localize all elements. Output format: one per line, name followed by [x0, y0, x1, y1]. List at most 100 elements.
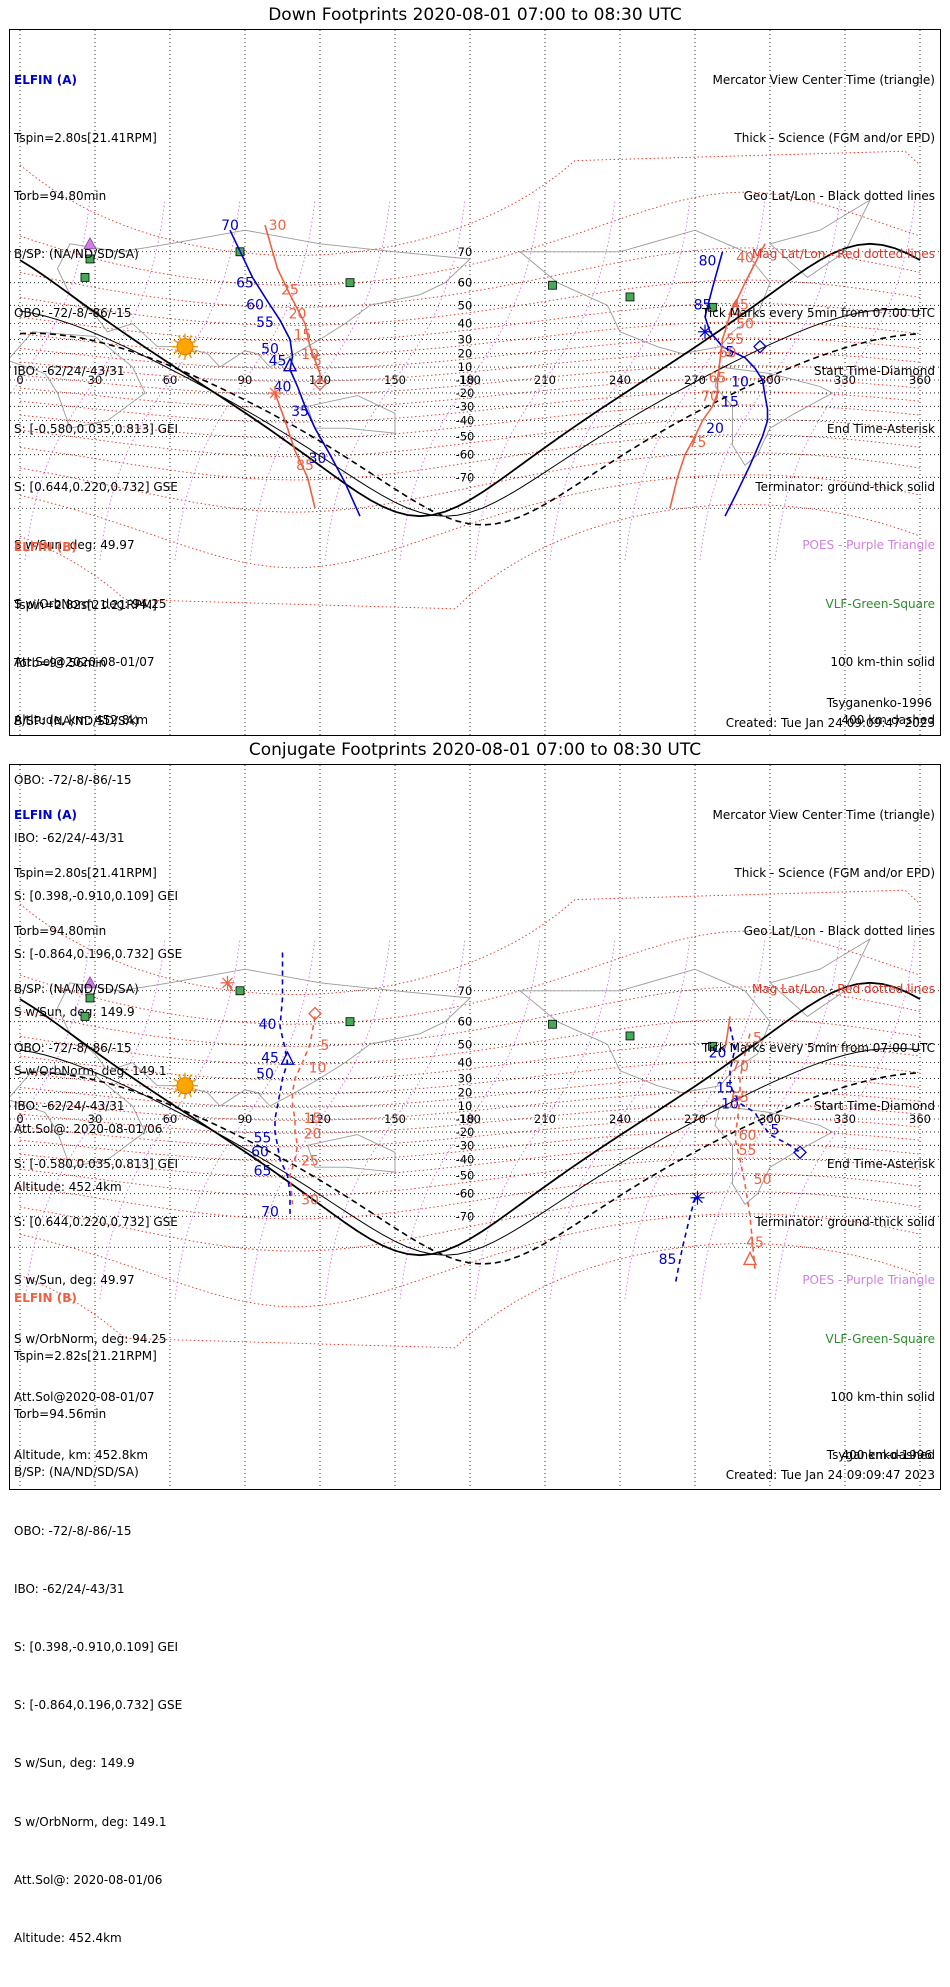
- start-time-diamond: [313, 376, 327, 391]
- legend-item: VLF-Green-Square: [825, 1331, 935, 1346]
- legend-item: 400 km-dashed: [841, 1448, 935, 1463]
- vlf-station-marker: [235, 986, 245, 996]
- track-time-label: 30: [301, 1192, 319, 1208]
- track-time-label: 65: [236, 276, 254, 292]
- mag-lon-gridline: [399, 199, 541, 561]
- elfin-a-info-down: ELFIN (A) Tspin=2.80s[21.41RPM] Torb=94.…: [14, 32, 178, 769]
- track-time-label: 70: [731, 1059, 749, 1075]
- footprint-track: [264, 224, 321, 384]
- vlf-station-marker: [548, 280, 557, 290]
- mag-lat-gridline: [19, 302, 921, 342]
- elfin-b-line: S: [0.398,-0.910,0.109] GEI: [14, 1640, 179, 1655]
- elfin-b-line: Torb=94.56min: [14, 656, 107, 671]
- elfin-a-line: OBO: -72/-8/-86/-15: [14, 305, 132, 320]
- mag-lon-gridline: [774, 199, 916, 561]
- mag-lat-gridline: [19, 418, 921, 458]
- mag-lon-gridline: [699, 199, 841, 561]
- asterisk-stroke: [699, 326, 711, 338]
- mag-lat-gridline: [19, 1041, 921, 1081]
- plot-conjugate: 0 30 60 90 120 150 180 210 240 270 300 330 360706050…: [10, 765, 940, 1489]
- panel-down: 0 30 60 90 120 150 180 210 240 270 300 330 360 70 60 50…: [9, 29, 941, 1194]
- mag-lat-gridline: [19, 930, 921, 1025]
- terminator-400km: [19, 1071, 921, 1265]
- sun-ray: [188, 1074, 193, 1080]
- lat-tick-label: 50: [458, 1037, 473, 1051]
- lat-tick-label: 10: [458, 360, 473, 374]
- sun-ray: [191, 350, 197, 354]
- lat-tick-label: 60: [458, 1015, 473, 1029]
- poes-triangle: [83, 976, 97, 989]
- lat-tick-label: -10: [456, 373, 475, 387]
- vlf-station-marker: [80, 272, 90, 282]
- track-time-label: 10: [731, 374, 749, 390]
- mag-lat-gridline: [19, 986, 921, 1047]
- elfin-a-line: S w/OrbNorm, deg: 94.25: [14, 596, 167, 611]
- vlf-station-marker: [708, 302, 717, 312]
- track-time-label: 60: [719, 346, 737, 362]
- vlf-station-marker: [625, 1031, 635, 1041]
- elfin-b-line: B/SP: (NA/ND/SD/SA): [14, 714, 139, 729]
- mag-lon-gridline: [549, 199, 691, 561]
- track-time-label: 40: [274, 380, 292, 396]
- lon-tick-label: 0: [16, 1112, 23, 1126]
- mag-lat-gridline: [19, 279, 921, 326]
- sun-disc: [176, 1077, 194, 1095]
- elfin-a-name: ELFIN (A): [14, 807, 77, 822]
- lat-tick-label: -60: [456, 448, 475, 462]
- sun-disc: [176, 338, 194, 356]
- center-time-triangle: [282, 357, 298, 372]
- legend-item: Tick Marks every 5min from 07:00 UTC: [701, 1040, 935, 1055]
- legend-item: Terminator: ground-thick solid: [755, 1215, 935, 1230]
- legend-item: Mag Lat/Lon - Red dotted lines: [751, 247, 935, 262]
- vlf-station-marker: [708, 1041, 717, 1051]
- legend-item: Geo Lat/Lon - Black dotted lines: [743, 924, 935, 939]
- track-time-label: 60: [739, 1128, 757, 1144]
- track-time-label: 45: [731, 297, 749, 313]
- vlf-station-marker: [625, 292, 635, 302]
- lon-tick-label: 120: [309, 1112, 331, 1126]
- legend-item: End Time-Asterisk: [826, 422, 935, 437]
- lon-tick-label: 210: [534, 373, 556, 387]
- mag-lat-gridline: [19, 889, 921, 995]
- track-time-label: 55: [726, 332, 744, 348]
- lat-tick-label: 10: [458, 1099, 473, 1113]
- panel-title-down: Down Footprints 2020-08-01 07:00 to 08:3…: [268, 5, 682, 25]
- mag-lon-gridline: [549, 938, 691, 1300]
- mag-lon-gridline: [774, 938, 916, 1300]
- mag-lat-gridline: [19, 247, 921, 308]
- mag-lon-gridline: [324, 199, 466, 561]
- mag-lat-gridline: [19, 337, 921, 369]
- coastline: [518, 229, 771, 355]
- coastline: [10, 1070, 146, 1168]
- elfin-b-line: S w/Sun, deg: 149.9: [14, 1756, 135, 1771]
- legend-item: VLF-Green-Square: [825, 596, 935, 611]
- track-time-label: 50: [261, 342, 279, 358]
- mag-lat-gridline: [19, 191, 921, 286]
- elfin-b-line: OBO: -72/-8/-86/-15: [14, 1523, 132, 1538]
- poes-triangle: [83, 237, 97, 250]
- track-time-label: 35: [291, 404, 309, 420]
- elfin-b-line: Tspin=2.82s[21.21RPM]: [14, 598, 157, 613]
- elfin-b-line: S: [-0.864,0.196,0.732] GSE: [14, 1698, 183, 1713]
- elfin-a-line: Att.Sol@2020-08-01/07: [14, 1389, 155, 1404]
- sun-icon: [172, 333, 198, 360]
- footprint-track: [289, 1016, 316, 1205]
- track-time-label: 85: [296, 458, 314, 474]
- lon-tick-label: 210: [534, 1112, 556, 1126]
- model-label: Tsyganenko-1996: [826, 696, 932, 710]
- coastline: [714, 1105, 834, 1205]
- elfin-a-line: Altitude, km: 452.8km: [14, 713, 149, 728]
- sun-ray: [188, 335, 193, 341]
- footprint-track: [229, 229, 361, 517]
- track-time-label: 10: [301, 347, 319, 363]
- elfin-b-line: IBO: -62/24/-43/31: [14, 1581, 125, 1596]
- track-time-label: 45: [261, 1051, 279, 1067]
- panel-title-conjugate: Conjugate Footprints 2020-08-01 07:00 to…: [248, 740, 702, 760]
- lat-tick-label: -40: [456, 414, 475, 428]
- elfin-b-line: Att.Sol@: 2020-08-01/06: [14, 1872, 163, 1887]
- mag-lon-gridline: [24, 199, 166, 561]
- model-label: Tsyganenko-1996: [826, 1448, 932, 1462]
- elfin-b-line: B/SP: (NA/ND/SD/SA): [14, 1465, 139, 1480]
- terminator-400km: [19, 332, 921, 526]
- lon-tick-label: 330: [834, 373, 856, 387]
